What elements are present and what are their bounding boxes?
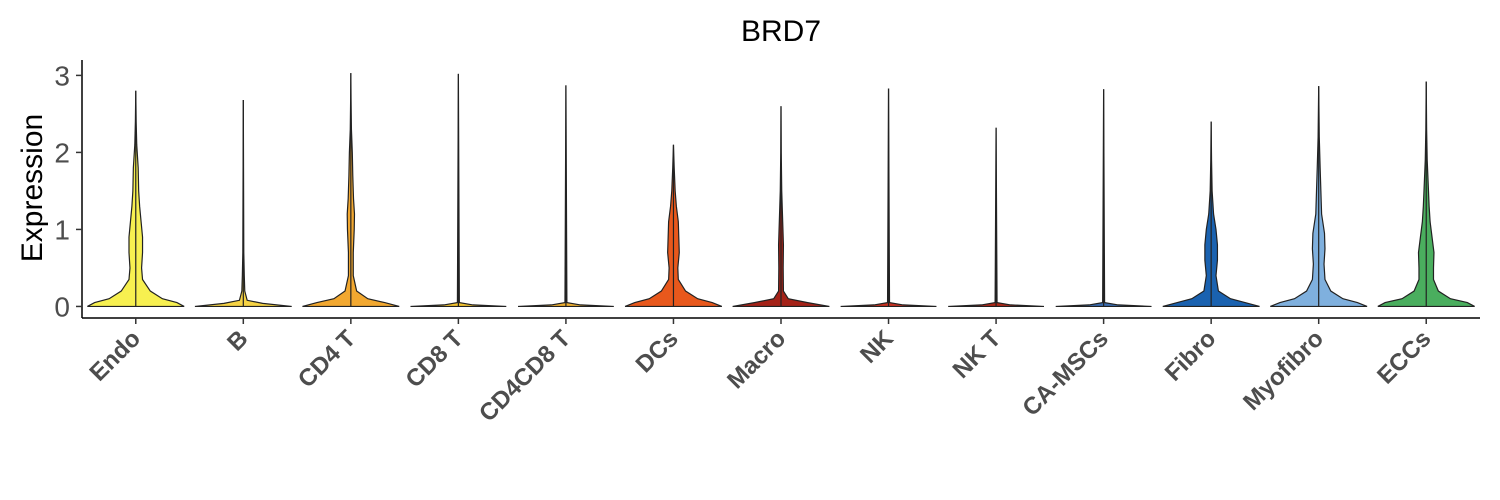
plot-area: 0 1 2 3 Endo B CD4 T CD8 T CD4CD8 T DCs Macro NK NK …	[54, 60, 1480, 427]
x-tick-label: DCs	[631, 325, 684, 378]
x-tick-label: Endo	[84, 325, 146, 387]
x-tick-label: B	[222, 325, 253, 356]
y-tick-label: 2	[54, 137, 70, 168]
y-axis-label: Expression	[16, 114, 49, 262]
x-tick-label: Fibro	[1160, 325, 1222, 387]
x-tick-label: Myofibro	[1238, 325, 1329, 416]
x-tick-label: CD4CD8 T	[474, 325, 576, 427]
chart-title: BRD7	[741, 15, 821, 48]
x-tick-label: NK T	[948, 325, 1007, 384]
x-tick-label: CD4 T	[293, 325, 361, 393]
x-tick-label: NK	[855, 325, 899, 369]
x-tick-label: CD8 T	[401, 325, 469, 393]
x-tick-label: Macro	[722, 325, 791, 394]
x-tick-label: ECCs	[1372, 325, 1436, 389]
y-tick-label: 3	[54, 60, 70, 91]
y-tick-label: 1	[54, 214, 70, 245]
x-tick-label: CA-MSCs	[1017, 325, 1113, 421]
y-tick-label: 0	[54, 291, 70, 322]
